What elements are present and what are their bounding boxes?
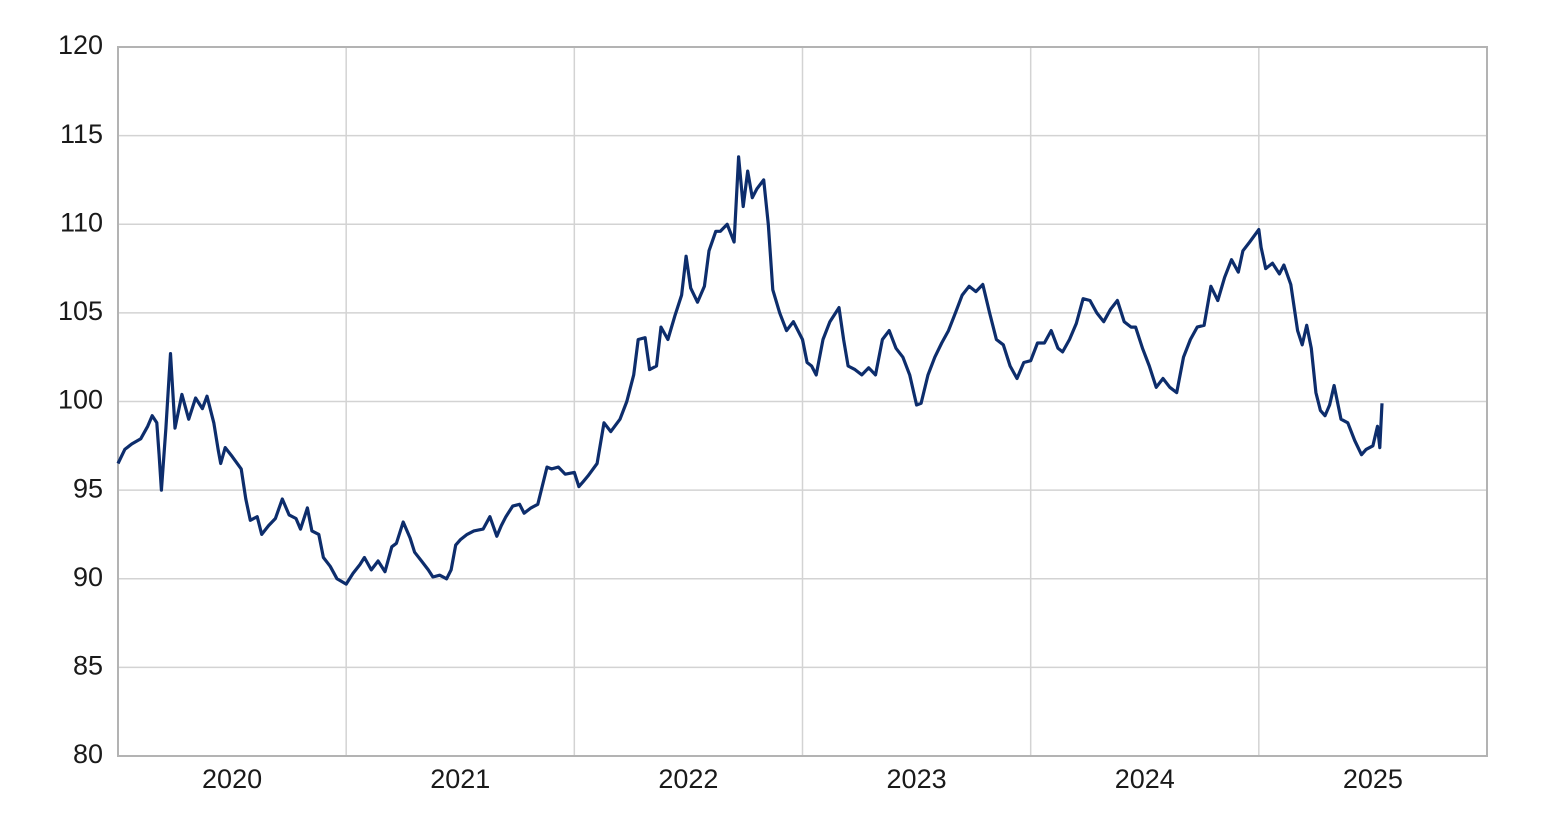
y-tick-label: 90 <box>73 562 103 592</box>
plot-frame <box>117 46 1488 757</box>
x-tick-label: 2023 <box>887 764 947 794</box>
y-tick-label: 120 <box>58 30 103 60</box>
y-tick-label: 85 <box>73 651 103 681</box>
y-tick-label: 110 <box>60 207 103 237</box>
y-tick-label: 80 <box>73 739 103 769</box>
y-tick-label: 95 <box>73 473 103 503</box>
x-tick-label: 2021 <box>430 764 490 794</box>
x-tick-label: 2020 <box>202 764 262 794</box>
x-tick-label: 2025 <box>1343 764 1403 794</box>
x-tick-label: 2024 <box>1115 764 1175 794</box>
data-line <box>116 155 1384 586</box>
y-tick-label: 115 <box>60 119 103 149</box>
x-tick-label: 2022 <box>658 764 718 794</box>
y-tick-label: 105 <box>58 296 103 326</box>
y-tick-label: 100 <box>58 385 103 415</box>
